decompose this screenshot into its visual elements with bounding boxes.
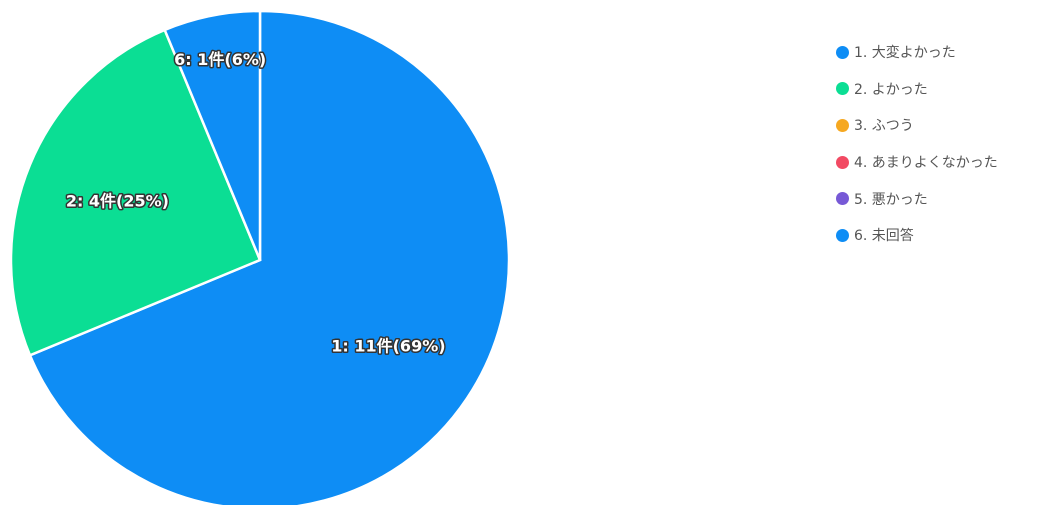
legend-item[interactable]: 5. 悪かった [836, 180, 998, 217]
legend-marker-icon [836, 45, 849, 59]
legend-marker-icon [836, 192, 849, 206]
legend-label: 1. 大変よかった [854, 45, 956, 62]
pie-slice-1[interactable] [28, 9, 511, 505]
legend-label: 3. ふつう [854, 118, 914, 135]
legend-label: 4. あまりよくなかった [854, 155, 998, 172]
slice-label-6: 6: 1件(6%) [174, 50, 266, 69]
legend-item[interactable]: 1. 大変よかった [836, 34, 998, 71]
slice-label-2: 2: 4件(25%) [66, 191, 169, 210]
legend: 1. 大変よかった 2. よかった 3. ふつう 4. あまりよくなかった 5.… [836, 34, 998, 254]
legend-label: 5. 悪かった [854, 191, 928, 208]
legend-marker-icon [836, 118, 849, 132]
slice-label-1: 1: 11件(69%) [331, 336, 445, 355]
pie-slice-6[interactable] [163, 9, 262, 261]
legend-label: 2. よかった [854, 81, 928, 98]
legend-marker-icon [836, 82, 849, 96]
legend-item[interactable]: 4. あまりよくなかった [836, 144, 998, 181]
legend-item[interactable]: 6. 未回答 [836, 217, 998, 254]
legend-marker-icon [836, 155, 849, 169]
legend-marker-icon [836, 228, 849, 242]
legend-label: 6. 未回答 [854, 228, 914, 245]
legend-item[interactable]: 2. よかった [836, 71, 998, 108]
legend-item[interactable]: 3. ふつう [836, 107, 998, 144]
